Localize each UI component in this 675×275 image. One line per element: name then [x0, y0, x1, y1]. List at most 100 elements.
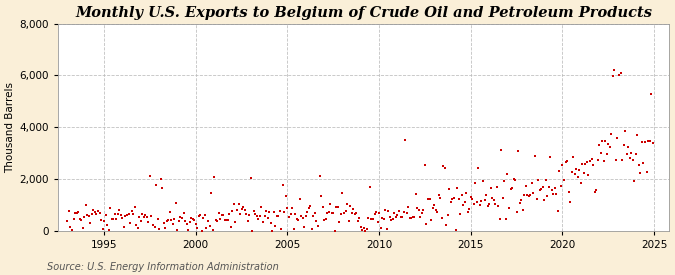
Point: [310, 211, 321, 215]
Point: [115, 213, 126, 217]
Point: [136, 219, 146, 224]
Point: [608, 74, 618, 78]
Point: [436, 216, 447, 220]
Point: [305, 204, 316, 208]
Point: [468, 201, 479, 206]
Point: [284, 214, 294, 219]
Point: [92, 209, 103, 214]
Point: [364, 185, 375, 189]
Point: [600, 139, 611, 143]
Point: [320, 216, 331, 221]
Point: [554, 169, 565, 174]
Point: [416, 211, 427, 215]
Point: [308, 214, 319, 218]
Point: [143, 220, 154, 224]
Point: [392, 213, 403, 217]
Point: [597, 139, 608, 143]
Point: [415, 215, 426, 219]
Point: [459, 200, 470, 205]
Point: [155, 177, 166, 182]
Point: [68, 217, 79, 221]
Point: [536, 187, 547, 192]
Point: [119, 225, 130, 230]
Point: [397, 214, 408, 219]
Point: [443, 213, 454, 217]
Point: [630, 152, 641, 156]
Point: [591, 188, 601, 192]
Point: [490, 202, 501, 207]
Point: [97, 227, 108, 231]
Point: [366, 217, 377, 221]
Point: [91, 212, 102, 216]
Point: [337, 191, 348, 195]
Point: [86, 212, 97, 216]
Point: [294, 197, 305, 202]
Point: [377, 216, 387, 220]
Point: [513, 149, 524, 154]
Point: [352, 219, 363, 223]
Point: [473, 165, 484, 170]
Point: [282, 206, 293, 210]
Point: [491, 185, 502, 189]
Point: [621, 152, 632, 156]
Point: [585, 159, 595, 163]
Point: [167, 222, 178, 226]
Point: [449, 196, 460, 200]
Point: [114, 208, 125, 213]
Point: [409, 214, 420, 219]
Point: [520, 184, 531, 188]
Point: [271, 214, 282, 219]
Point: [620, 129, 630, 133]
Point: [363, 216, 374, 221]
Point: [236, 207, 247, 211]
Point: [609, 67, 620, 72]
Point: [403, 205, 414, 210]
Point: [246, 176, 256, 180]
Point: [311, 218, 322, 223]
Point: [340, 209, 351, 214]
Point: [525, 192, 536, 197]
Point: [456, 193, 467, 197]
Point: [404, 216, 415, 221]
Point: [232, 208, 242, 213]
Point: [484, 202, 495, 206]
Point: [177, 216, 188, 221]
Point: [196, 229, 207, 233]
Point: [175, 214, 186, 219]
Point: [154, 227, 165, 231]
Point: [569, 172, 580, 176]
Point: [105, 206, 115, 211]
Point: [219, 218, 230, 222]
Point: [522, 193, 533, 197]
Point: [326, 210, 337, 215]
Point: [511, 210, 522, 214]
Point: [559, 178, 570, 183]
Point: [461, 191, 472, 195]
Point: [184, 219, 195, 224]
Point: [439, 166, 450, 170]
Point: [349, 211, 360, 216]
Point: [268, 210, 279, 214]
Point: [331, 205, 342, 209]
Point: [407, 214, 418, 219]
Point: [357, 228, 368, 232]
Point: [65, 224, 76, 229]
Point: [254, 214, 265, 218]
Point: [171, 201, 182, 205]
Point: [140, 213, 151, 217]
Point: [323, 210, 334, 214]
Point: [640, 140, 651, 144]
Point: [84, 214, 95, 218]
Point: [588, 163, 599, 167]
Point: [348, 207, 358, 212]
Point: [256, 205, 267, 209]
Point: [430, 208, 441, 213]
Point: [643, 139, 653, 143]
Point: [386, 218, 397, 222]
Point: [248, 208, 259, 213]
Point: [566, 170, 577, 174]
Point: [633, 163, 644, 167]
Point: [493, 204, 504, 208]
Point: [276, 226, 287, 231]
Point: [447, 197, 458, 201]
